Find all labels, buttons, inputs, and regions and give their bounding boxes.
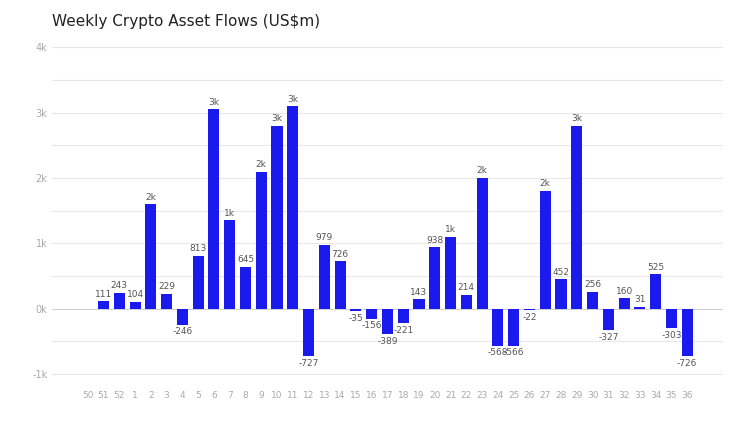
- Bar: [224, 221, 235, 309]
- Text: -727: -727: [298, 359, 319, 368]
- Text: 726: 726: [331, 250, 348, 258]
- Text: 214: 214: [458, 283, 475, 292]
- Bar: [366, 309, 377, 319]
- Bar: [413, 299, 424, 309]
- Text: 3k: 3k: [287, 95, 298, 104]
- Text: 160: 160: [615, 286, 632, 295]
- Bar: [603, 309, 614, 330]
- Text: 3k: 3k: [571, 114, 582, 123]
- Text: 452: 452: [553, 267, 570, 276]
- Bar: [98, 301, 109, 309]
- Text: -327: -327: [598, 333, 618, 341]
- Bar: [508, 309, 519, 346]
- Text: -726: -726: [677, 359, 697, 368]
- Bar: [319, 245, 330, 309]
- Bar: [477, 178, 488, 309]
- Text: 111: 111: [95, 290, 112, 299]
- Bar: [334, 261, 345, 309]
- Text: Weekly Crypto Asset Flows (US$m): Weekly Crypto Asset Flows (US$m): [52, 14, 320, 29]
- Text: 1k: 1k: [224, 209, 235, 218]
- Bar: [177, 309, 188, 325]
- Bar: [461, 295, 472, 309]
- Bar: [682, 309, 693, 356]
- Text: 31: 31: [634, 295, 646, 304]
- Text: 1k: 1k: [445, 225, 456, 234]
- Bar: [351, 309, 362, 311]
- Bar: [303, 309, 314, 356]
- Text: 256: 256: [584, 280, 601, 289]
- Text: -246: -246: [172, 327, 193, 336]
- Text: -566: -566: [503, 348, 524, 357]
- Bar: [382, 309, 393, 334]
- Bar: [445, 237, 456, 309]
- Bar: [430, 247, 441, 309]
- Bar: [635, 307, 646, 309]
- Bar: [256, 172, 266, 309]
- Text: 979: 979: [316, 233, 333, 242]
- Text: 3k: 3k: [272, 114, 283, 123]
- Text: 2k: 2k: [539, 179, 551, 188]
- Bar: [539, 191, 551, 309]
- Bar: [524, 309, 535, 310]
- Bar: [161, 294, 172, 309]
- Text: -389: -389: [377, 337, 398, 346]
- Bar: [287, 106, 298, 309]
- Text: -303: -303: [661, 331, 682, 340]
- Text: -568: -568: [488, 348, 508, 357]
- Text: 2k: 2k: [145, 193, 156, 202]
- Text: 104: 104: [126, 290, 144, 299]
- Bar: [492, 309, 503, 346]
- Bar: [82, 309, 93, 310]
- Bar: [208, 110, 219, 309]
- Bar: [571, 126, 582, 309]
- Bar: [193, 255, 204, 309]
- Text: 525: 525: [647, 263, 664, 272]
- Text: 2k: 2k: [256, 160, 266, 169]
- Text: 229: 229: [158, 282, 175, 291]
- Text: 2k: 2k: [477, 166, 488, 175]
- Text: -221: -221: [393, 326, 413, 335]
- Bar: [398, 309, 409, 323]
- Bar: [618, 298, 630, 309]
- Bar: [272, 126, 283, 309]
- Bar: [240, 267, 251, 309]
- Bar: [587, 292, 598, 309]
- Bar: [650, 274, 661, 309]
- Text: 243: 243: [111, 281, 128, 290]
- Text: 813: 813: [190, 244, 207, 253]
- Bar: [556, 279, 567, 309]
- Bar: [666, 309, 677, 329]
- Bar: [114, 293, 125, 309]
- Text: 3k: 3k: [208, 98, 219, 107]
- Text: -156: -156: [362, 322, 382, 330]
- Bar: [129, 302, 140, 309]
- Text: 645: 645: [237, 255, 254, 264]
- Bar: [145, 204, 156, 309]
- Text: -35: -35: [348, 313, 363, 322]
- Text: 938: 938: [426, 236, 444, 245]
- Text: 143: 143: [410, 288, 427, 297]
- Text: -22: -22: [523, 313, 537, 322]
